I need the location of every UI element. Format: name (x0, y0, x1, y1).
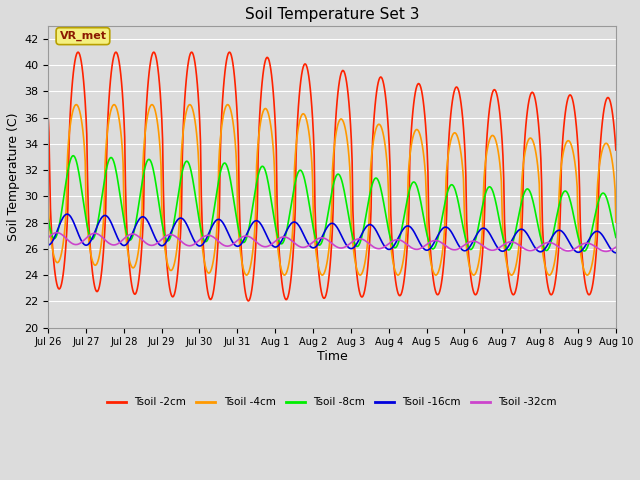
Legend: Tsoil -2cm, Tsoil -4cm, Tsoil -8cm, Tsoil -16cm, Tsoil -32cm: Tsoil -2cm, Tsoil -4cm, Tsoil -8cm, Tsoi… (103, 393, 561, 411)
Tsoil -8cm (70, 153, 77, 158)
Tsoil -16cm (419, 244, 426, 250)
Text: VR_met: VR_met (60, 31, 106, 41)
Tsoil -16cm (402, 224, 410, 229)
Tsoil -32cm (602, 249, 609, 254)
Tsoil -2cm (202, 269, 209, 275)
Line: Tsoil -4cm: Tsoil -4cm (48, 105, 616, 275)
Tsoil -4cm (114, 108, 122, 114)
Line: Tsoil -16cm: Tsoil -16cm (48, 214, 616, 253)
Tsoil -2cm (54, 286, 62, 291)
Tsoil -16cm (612, 250, 620, 256)
Tsoil -4cm (73, 102, 81, 108)
Tsoil -32cm (202, 233, 209, 239)
Tsoil -8cm (114, 177, 122, 182)
Tsoil -32cm (53, 230, 61, 236)
Tsoil -32cm (114, 241, 122, 247)
Tsoil -2cm (419, 98, 427, 104)
Tsoil -2cm (172, 288, 179, 294)
Tsoil -4cm (44, 196, 52, 202)
Tsoil -4cm (612, 219, 620, 225)
Tsoil -8cm (202, 239, 209, 244)
Tsoil -4cm (402, 237, 410, 242)
Tsoil -32cm (402, 240, 410, 246)
Tsoil -16cm (114, 235, 122, 240)
Tsoil -8cm (580, 248, 588, 254)
Tsoil -8cm (612, 235, 620, 240)
Tsoil -4cm (419, 143, 426, 149)
Tsoil -8cm (54, 227, 62, 232)
Tsoil -4cm (54, 259, 62, 265)
Tsoil -2cm (114, 52, 122, 58)
Tsoil -4cm (432, 272, 440, 278)
Tsoil -8cm (172, 212, 179, 217)
Tsoil -4cm (202, 263, 209, 269)
Tsoil -32cm (172, 233, 179, 239)
Tsoil -8cm (419, 208, 426, 214)
Title: Soil Temperature Set 3: Soil Temperature Set 3 (244, 7, 419, 22)
Tsoil -32cm (55, 230, 63, 236)
Line: Tsoil -32cm: Tsoil -32cm (48, 233, 616, 252)
Tsoil -2cm (245, 298, 253, 304)
Tsoil -2cm (403, 252, 410, 258)
Tsoil -16cm (63, 211, 71, 217)
Tsoil -8cm (402, 204, 410, 210)
Tsoil -32cm (44, 235, 52, 240)
Tsoil -16cm (54, 225, 62, 231)
Tsoil -8cm (44, 215, 52, 221)
Tsoil -16cm (44, 242, 52, 248)
Tsoil -2cm (44, 111, 52, 117)
Tsoil -16cm (202, 238, 209, 243)
X-axis label: Time: Time (317, 350, 348, 363)
Tsoil -2cm (612, 147, 620, 153)
Tsoil -32cm (419, 245, 426, 251)
Tsoil -32cm (612, 244, 620, 250)
Tsoil -16cm (172, 220, 179, 226)
Tsoil -4cm (172, 257, 179, 263)
Line: Tsoil -8cm: Tsoil -8cm (48, 156, 616, 251)
Y-axis label: Soil Temperature (C): Soil Temperature (C) (7, 112, 20, 241)
Line: Tsoil -2cm: Tsoil -2cm (48, 52, 616, 301)
Tsoil -2cm (74, 49, 82, 55)
